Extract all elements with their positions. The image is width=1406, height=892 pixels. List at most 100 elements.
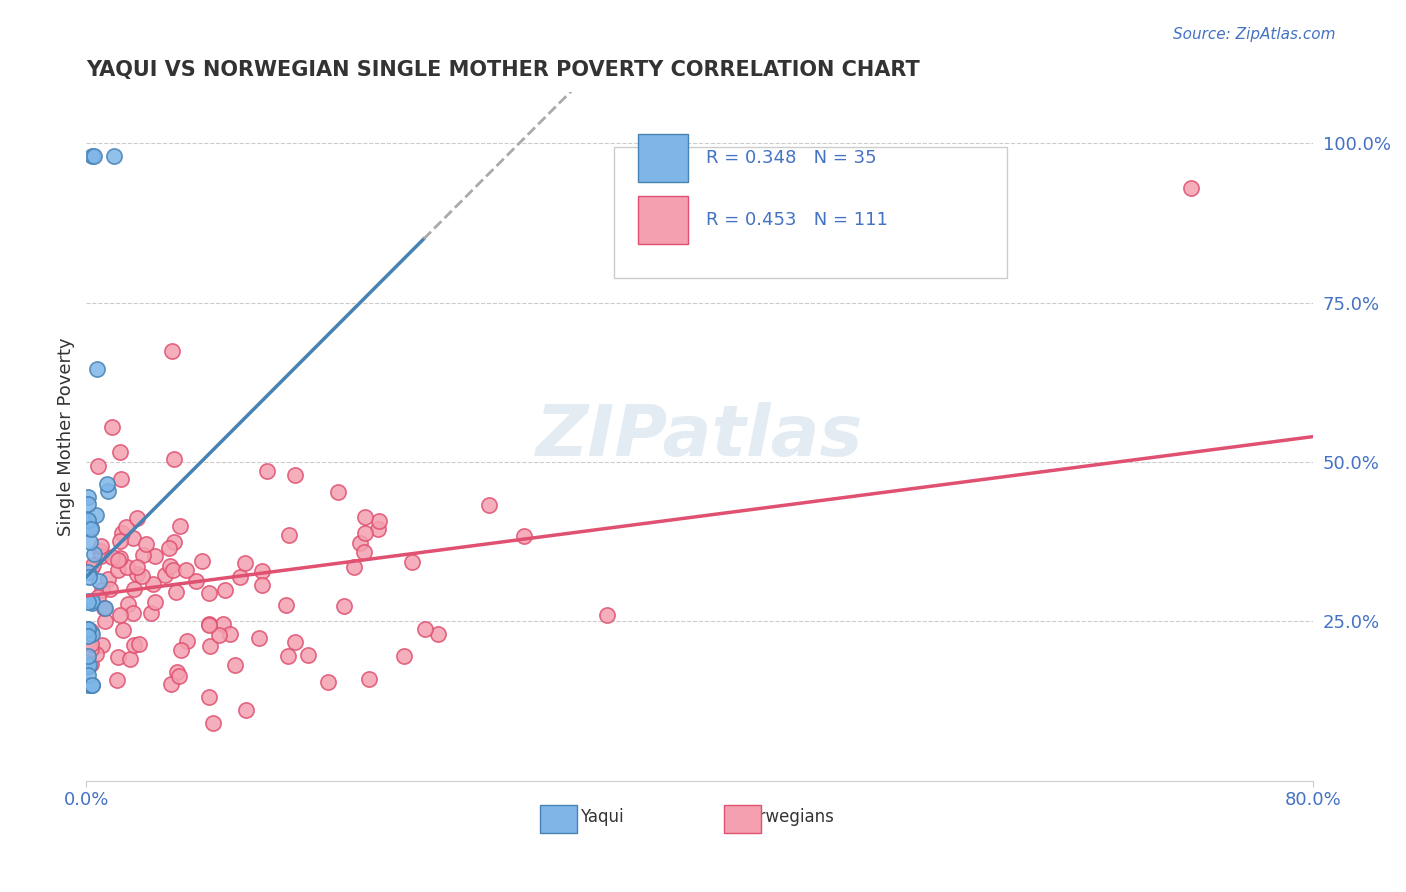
Norwegians [284,634,307,648]
Norwegians [87,459,110,474]
Norwegians [117,597,139,611]
Yaqui [76,514,98,528]
Norwegians [80,636,103,650]
Norwegians [1180,181,1202,195]
Yaqui [76,623,98,637]
Norwegians [208,628,231,642]
Norwegians [198,616,221,631]
Yaqui [79,535,101,549]
Norwegians [235,703,257,717]
Text: R = 0.348   N = 35: R = 0.348 N = 35 [706,149,876,167]
Norwegians [110,608,132,623]
Norwegians [160,343,183,358]
Norwegians [198,586,221,600]
Norwegians [117,559,139,574]
Norwegians [87,591,110,605]
Text: R = 0.453   N = 111: R = 0.453 N = 111 [706,211,887,228]
Yaqui [76,595,98,609]
Norwegians [143,595,166,609]
Norwegians [111,525,134,540]
FancyBboxPatch shape [638,195,688,244]
Norwegians [233,556,256,570]
Norwegians [247,631,270,645]
Norwegians [143,549,166,563]
Yaqui [80,522,103,536]
Yaqui [76,497,98,511]
Norwegians [108,551,131,566]
Norwegians [368,514,391,528]
Norwegians [97,572,120,586]
Norwegians [284,468,307,483]
Yaqui [97,483,120,498]
Yaqui [76,678,98,692]
Norwegians [94,614,117,628]
Norwegians [250,564,273,578]
Norwegians [100,420,122,434]
Norwegians [90,638,112,652]
Norwegians [413,622,436,636]
Norwegians [80,562,103,576]
Norwegians [135,537,157,551]
Norwegians [326,484,349,499]
Text: Yaqui: Yaqui [579,808,623,826]
Norwegians [142,577,165,591]
Norwegians [426,627,449,641]
Yaqui [103,149,125,163]
Yaqui [76,629,98,643]
Norwegians [252,578,274,592]
Yaqui [76,659,98,673]
Norwegians [153,567,176,582]
Yaqui [83,149,105,163]
Norwegians [107,563,129,577]
Norwegians [212,616,235,631]
Norwegians [159,677,181,691]
Yaqui [82,149,104,163]
Y-axis label: Single Mother Poverty: Single Mother Poverty [58,337,75,536]
Norwegians [120,652,142,666]
Yaqui [83,547,105,561]
FancyBboxPatch shape [614,147,1007,278]
Norwegians [121,531,143,545]
Yaqui [82,678,104,692]
Yaqui [77,622,100,636]
FancyBboxPatch shape [724,805,761,832]
Norwegians [478,498,501,512]
Norwegians [277,528,299,542]
FancyBboxPatch shape [638,134,688,182]
Yaqui [77,667,100,681]
Norwegians [125,567,148,582]
Norwegians [353,545,375,559]
Yaqui [87,574,110,588]
Norwegians [401,555,423,569]
Norwegians [111,623,134,637]
Norwegians [169,519,191,533]
Norwegians [163,452,186,467]
Norwegians [115,520,138,534]
Norwegians [170,643,193,657]
Norwegians [80,521,103,535]
Norwegians [93,601,115,615]
Norwegians [219,627,242,641]
Norwegians [176,633,198,648]
Norwegians [131,568,153,582]
Norwegians [105,673,128,687]
Norwegians [127,559,149,574]
Norwegians [110,534,132,549]
Norwegians [166,665,188,679]
Yaqui [80,596,103,610]
Norwegians [131,548,153,562]
Norwegians [297,648,319,663]
Norwegians [256,464,278,478]
Yaqui [86,362,108,376]
Norwegians [98,582,121,596]
Norwegians [349,536,371,550]
Norwegians [200,639,222,653]
Norwegians [122,582,145,597]
Yaqui [96,477,118,491]
Yaqui [76,648,98,663]
Yaqui [76,594,98,608]
Norwegians [354,526,377,541]
Norwegians [110,472,132,486]
Norwegians [122,607,145,621]
Yaqui [77,658,100,673]
